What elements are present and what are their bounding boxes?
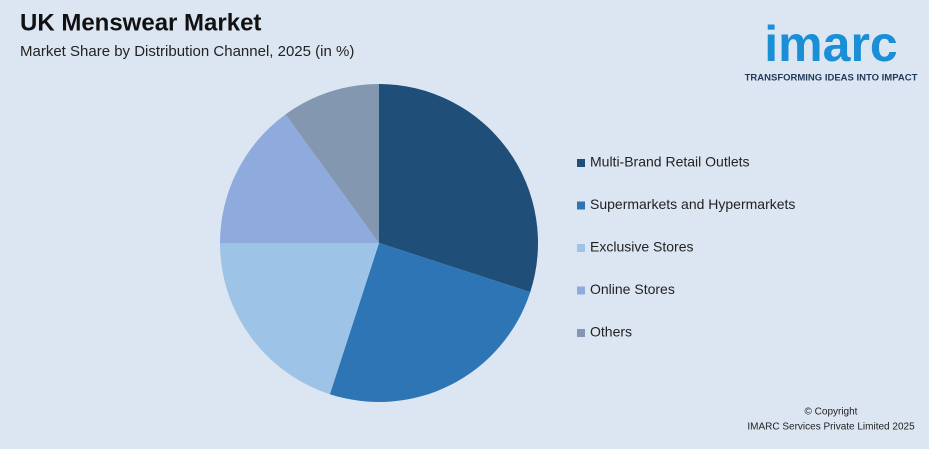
copyright: © Copyright [805, 407, 858, 418]
legend-swatch [577, 201, 585, 210]
pie-slice [220, 114, 379, 243]
pie-slice [379, 84, 538, 293]
pie-slice [285, 84, 379, 243]
logo-tagline: TRANSFORMING IDEAS INTO IMPACT [745, 73, 918, 84]
pie-slice [220, 243, 379, 395]
legend-swatch [577, 286, 585, 295]
pie-slice [329, 243, 531, 402]
legend-label: Supermarkets and Hypermarkets [590, 196, 795, 212]
legend-label: Online Stores [590, 281, 675, 297]
chart-subtitle: Market Share by Distribution Channel, 20… [20, 43, 354, 60]
legend-label: Multi-Brand Retail Outlets [590, 154, 750, 170]
logo: imarc [764, 16, 897, 72]
legend-swatch [577, 329, 585, 337]
legend-swatch [577, 159, 585, 167]
company: IMARC Services Private Limited 2025 [747, 422, 915, 433]
chart-title: UK Menswear Market [20, 9, 261, 36]
legend-label: Others [590, 324, 632, 340]
legend-swatch [577, 244, 585, 252]
legend-label: Exclusive Stores [590, 239, 693, 255]
